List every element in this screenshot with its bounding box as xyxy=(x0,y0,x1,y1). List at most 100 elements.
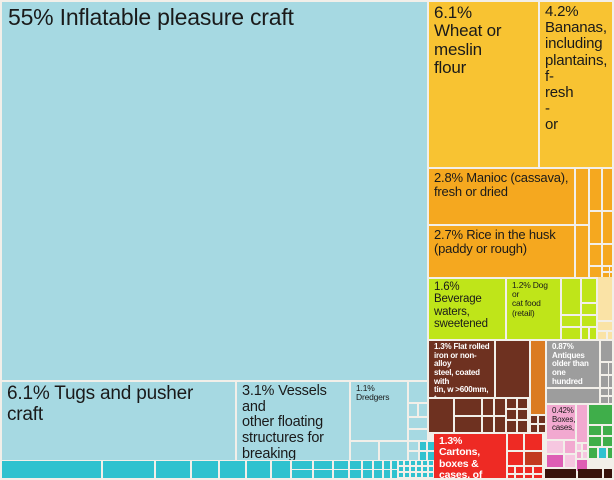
treemap-cell-unlabeled[interactable] xyxy=(429,467,433,471)
treemap-cell-unlabeled[interactable] xyxy=(609,363,612,374)
treemap-cell-unlabeled[interactable] xyxy=(334,461,348,469)
treemap-cell-unlabeled[interactable] xyxy=(583,444,587,450)
cell-beverage-waters[interactable]: 1.6% Beverage waters, sweetened xyxy=(429,279,505,339)
treemap-cell-unlabeled[interactable] xyxy=(350,470,361,478)
treemap-cell-unlabeled[interactable] xyxy=(351,442,378,460)
treemap-cell-unlabeled[interactable] xyxy=(603,267,609,271)
treemap-cell-unlabeled[interactable] xyxy=(576,169,588,224)
cell-boxes-cases[interactable]: 0.42% Boxes, cases, xyxy=(547,405,575,439)
treemap-cell-unlabeled[interactable] xyxy=(495,417,505,432)
treemap-cell-unlabeled[interactable] xyxy=(419,404,427,416)
treemap-cell-unlabeled[interactable] xyxy=(583,452,587,458)
treemap-cell-unlabeled[interactable] xyxy=(483,417,493,432)
treemap-cell-unlabeled[interactable] xyxy=(272,461,290,478)
treemap-cell-unlabeled[interactable] xyxy=(423,461,427,465)
treemap-cell-unlabeled[interactable] xyxy=(483,399,493,415)
treemap-cell-unlabeled[interactable] xyxy=(508,475,514,478)
treemap-cell-unlabeled[interactable] xyxy=(2,461,101,478)
treemap-cell-unlabeled[interactable] xyxy=(562,328,580,339)
treemap-cell-unlabeled[interactable] xyxy=(603,212,612,243)
treemap-cell-unlabeled[interactable] xyxy=(601,397,608,403)
treemap-cell-unlabeled[interactable] xyxy=(507,421,516,432)
treemap-cell-unlabeled[interactable] xyxy=(380,442,407,460)
treemap-cell-unlabeled[interactable] xyxy=(384,470,390,478)
treemap-cell-unlabeled[interactable] xyxy=(192,461,218,478)
treemap-cell-unlabeled[interactable] xyxy=(392,461,397,469)
treemap-cell-unlabeled[interactable] xyxy=(405,461,409,465)
treemap-cell-unlabeled[interactable] xyxy=(518,410,527,419)
treemap-cell-unlabeled[interactable] xyxy=(314,470,332,478)
treemap-cell-unlabeled[interactable] xyxy=(609,389,612,395)
treemap-cell-unlabeled[interactable] xyxy=(576,226,588,277)
treemap-cell-unlabeled[interactable] xyxy=(423,467,427,471)
treemap-cell-unlabeled[interactable] xyxy=(455,399,481,415)
treemap-cell-unlabeled[interactable] xyxy=(428,452,434,460)
treemap-cell-unlabeled[interactable] xyxy=(604,469,612,478)
treemap-cell-unlabeled[interactable] xyxy=(314,461,332,469)
treemap-cell-unlabeled[interactable] xyxy=(455,417,481,432)
treemap-cell-unlabeled[interactable] xyxy=(374,461,382,469)
treemap-cell-unlabeled[interactable] xyxy=(603,437,612,446)
treemap-cell-unlabeled[interactable] xyxy=(409,382,427,402)
treemap-cell-unlabeled[interactable] xyxy=(507,410,516,419)
treemap-cell-unlabeled[interactable] xyxy=(539,416,545,423)
treemap-cell-unlabeled[interactable] xyxy=(531,416,537,423)
treemap-cell-unlabeled[interactable] xyxy=(334,470,348,478)
treemap-cell-unlabeled[interactable] xyxy=(531,425,537,432)
treemap-cell-unlabeled[interactable] xyxy=(545,469,576,478)
treemap-cell-unlabeled[interactable] xyxy=(582,316,596,326)
treemap-cell-unlabeled[interactable] xyxy=(507,399,516,408)
cell-antiques[interactable]: 0.87% Antiques older than one hundred ye… xyxy=(547,341,599,387)
cell-cartons-corrugated[interactable]: 1.3% Cartons, boxes & cases, of corrugat… xyxy=(434,434,506,478)
treemap-cell-unlabeled[interactable] xyxy=(525,452,542,465)
treemap-cell-unlabeled[interactable] xyxy=(610,267,612,271)
cell-flat-rolled-iron[interactable]: 1.3% Flat rolled iron or non-alloy steel… xyxy=(429,341,494,397)
treemap-cell-unlabeled[interactable] xyxy=(603,169,612,210)
treemap-cell-unlabeled[interactable] xyxy=(578,469,602,478)
treemap-cell-unlabeled[interactable] xyxy=(582,279,596,302)
treemap-cell-unlabeled[interactable] xyxy=(531,341,545,414)
treemap-cell-unlabeled[interactable] xyxy=(609,376,612,387)
treemap-cell-unlabeled[interactable] xyxy=(547,455,563,467)
treemap-cell-unlabeled[interactable] xyxy=(363,470,372,478)
treemap-cell-unlabeled[interactable] xyxy=(508,434,523,450)
treemap-cell-unlabeled[interactable] xyxy=(423,473,427,477)
cell-dredgers[interactable]: 1.1% Dredgers xyxy=(351,382,407,440)
treemap-cell-unlabeled[interactable] xyxy=(577,405,587,442)
treemap-cell-unlabeled[interactable] xyxy=(534,475,542,478)
treemap-cell-unlabeled[interactable] xyxy=(405,467,409,471)
treemap-cell-unlabeled[interactable] xyxy=(220,461,245,478)
treemap-cell-unlabeled[interactable] xyxy=(292,461,312,469)
treemap-cell-unlabeled[interactable] xyxy=(539,425,545,432)
treemap-cell-unlabeled[interactable] xyxy=(429,399,453,432)
treemap-cell-unlabeled[interactable] xyxy=(589,437,601,446)
cell-dog-cat-food[interactable]: 1.2% Dog or cat food (retail) xyxy=(507,279,560,339)
treemap-cell-unlabeled[interactable] xyxy=(525,434,542,450)
treemap-cell-unlabeled[interactable] xyxy=(409,452,418,460)
treemap-cell-unlabeled[interactable] xyxy=(525,475,532,478)
treemap-cell-unlabeled[interactable] xyxy=(603,245,612,265)
treemap-cell-unlabeled[interactable] xyxy=(518,399,527,408)
treemap-cell-unlabeled[interactable] xyxy=(590,267,601,277)
treemap-cell-unlabeled[interactable] xyxy=(603,273,609,277)
cell-tugs-pusher-craft[interactable]: 6.1% Tugs and pusher craft xyxy=(2,382,235,460)
treemap-cell-unlabeled[interactable] xyxy=(590,169,601,210)
treemap-cell-unlabeled[interactable] xyxy=(518,421,527,432)
treemap-cell-unlabeled[interactable] xyxy=(601,341,612,361)
treemap-cell-unlabeled[interactable] xyxy=(603,426,612,435)
treemap-cell-unlabeled[interactable] xyxy=(601,363,608,374)
treemap-cell-unlabeled[interactable] xyxy=(547,389,599,403)
treemap-cell-unlabeled[interactable] xyxy=(582,328,588,339)
treemap-cell-unlabeled[interactable] xyxy=(399,473,403,477)
treemap-cell-unlabeled[interactable] xyxy=(409,404,417,416)
treemap-cell-unlabeled[interactable] xyxy=(409,430,427,440)
treemap-cell-unlabeled[interactable] xyxy=(562,279,580,314)
treemap-cell-unlabeled[interactable] xyxy=(598,322,612,330)
treemap-cell-unlabeled[interactable] xyxy=(411,461,415,465)
treemap-cell-unlabeled[interactable] xyxy=(589,405,612,424)
treemap-cell-unlabeled[interactable] xyxy=(420,442,426,450)
treemap-cell-unlabeled[interactable] xyxy=(562,316,580,326)
cell-inflatable-pleasure-craft[interactable]: 55% Inflatable pleasure craft xyxy=(2,2,427,380)
treemap-cell-unlabeled[interactable] xyxy=(565,441,575,453)
treemap-cell-unlabeled[interactable] xyxy=(405,473,409,477)
